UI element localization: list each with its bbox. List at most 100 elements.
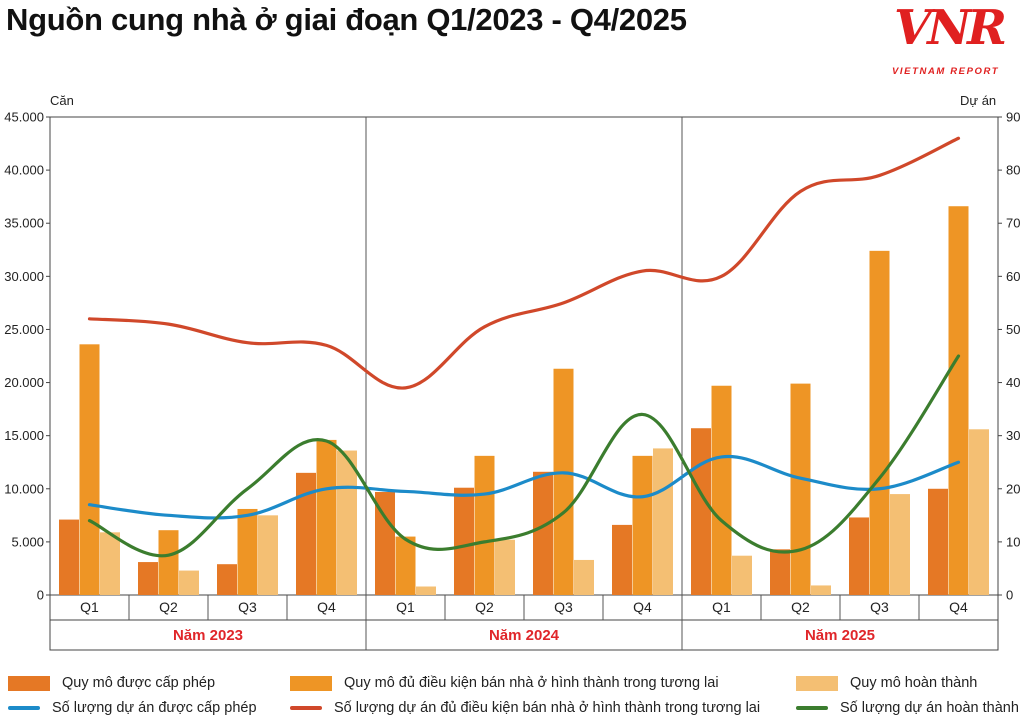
category-label: Q4	[949, 599, 968, 615]
left-tick-label: 30.000	[4, 269, 44, 284]
bar-3	[100, 532, 120, 595]
legend-completed-scale: Quy mô hoàn thành	[796, 675, 977, 691]
right-tick-label: 70	[1006, 216, 1020, 231]
legend-swatch	[290, 675, 332, 691]
category-label: Q4	[317, 599, 336, 615]
bar-2	[948, 206, 969, 595]
legend-eligible-projects: Số lượng dự án đủ điều kiện bán nhà ở hì…	[290, 700, 760, 716]
bar-2	[790, 383, 811, 595]
bar-3	[969, 429, 989, 595]
bar-1	[217, 564, 237, 595]
right-tick-label: 60	[1006, 269, 1020, 284]
bar-2	[869, 250, 890, 595]
bar-3	[495, 539, 515, 595]
bar-1	[138, 562, 158, 595]
category-label: Q2	[791, 599, 810, 615]
bar-3	[179, 570, 199, 595]
year-label: Năm 2023	[173, 627, 243, 644]
right-tick-label: 50	[1006, 322, 1020, 337]
bar-1	[454, 487, 474, 595]
year-label: Năm 2025	[805, 627, 875, 644]
bar-2	[632, 455, 653, 595]
left-tick-label: 10.000	[4, 481, 44, 496]
legend-eligible-scale: Quy mô đủ điều kiện bán nhà ở hình thành…	[290, 675, 719, 691]
bar-3	[653, 448, 673, 595]
bar-2	[553, 368, 574, 595]
legend-swatch	[8, 675, 50, 691]
bar-1	[849, 517, 869, 595]
left-tick-label: 5.000	[11, 534, 44, 549]
right-tick-label: 0	[1006, 588, 1013, 603]
bar-2	[395, 536, 416, 595]
plot-frame	[49, 116, 999, 651]
left-tick-label: 40.000	[4, 163, 44, 178]
bar-2	[711, 385, 732, 595]
right-tick-label: 80	[1006, 163, 1020, 178]
category-label: Q4	[633, 599, 652, 615]
left-tick-label: 35.000	[4, 216, 44, 231]
bar-3	[416, 586, 436, 595]
bar-3	[258, 515, 278, 595]
bar-2	[158, 530, 179, 595]
category-label: Q1	[712, 599, 731, 615]
bar-3	[811, 585, 831, 595]
logo-mark: VNR	[894, 0, 1007, 56]
left-tick-label: 25.000	[4, 322, 44, 337]
bar-1	[928, 488, 948, 595]
line-series-3	[87, 354, 961, 558]
legend-completed-projects: Số lượng dự án hoàn thành	[796, 700, 1019, 716]
right-tick-label: 90	[1006, 110, 1020, 125]
right-tick-label: 10	[1006, 534, 1020, 549]
bar-1	[375, 491, 395, 595]
bar-1	[691, 428, 711, 595]
chart-title: Nguồn cung nhà ở giai đoạn Q1/2023 - Q4/…	[6, 2, 687, 37]
legend-swatch	[290, 706, 322, 710]
bar-3	[337, 450, 357, 595]
year-label: Năm 2024	[489, 627, 560, 644]
category-label: Q1	[396, 599, 415, 615]
category-label: Q3	[238, 599, 257, 615]
category-label: Q3	[554, 599, 573, 615]
bar-1	[296, 472, 316, 595]
legend-label: Quy mô đủ điều kiện bán nhà ở hình thành…	[344, 675, 719, 691]
left-tick-label: 15.000	[4, 428, 44, 443]
bar-2	[79, 344, 100, 595]
legend-label: Số lượng dự án đủ điều kiện bán nhà ở hì…	[334, 700, 761, 716]
category-label: Q1	[80, 599, 99, 615]
legend-label: Quy mô được cấp phép	[62, 675, 216, 691]
vietnam-report-logo: VNR VIETNAM REPORT	[888, 0, 1024, 80]
bar-1	[59, 519, 79, 595]
left-tick-label: 45.000	[4, 110, 44, 125]
right-axis-unit: Dự án	[960, 93, 997, 108]
left-tick-label: 0	[37, 588, 44, 603]
legend-swatch	[796, 675, 838, 691]
category-label: Q2	[475, 599, 494, 615]
legend-swatch	[796, 706, 828, 710]
category-label: Q2	[159, 599, 178, 615]
line-series-1	[87, 454, 961, 520]
right-tick-label: 30	[1006, 428, 1020, 443]
category-label: Q3	[870, 599, 889, 615]
bar-2	[316, 439, 337, 595]
bar-3	[890, 494, 910, 595]
legend-label: Quy mô hoàn thành	[850, 675, 978, 691]
legend-label: Số lượng dự án được cấp phép	[52, 700, 257, 716]
legend-licensed-projects: Số lượng dự án được cấp phép	[8, 700, 257, 716]
bar-2	[237, 508, 258, 595]
bar-3	[574, 559, 594, 595]
left-tick-label: 20.000	[4, 375, 44, 390]
bar-1	[612, 524, 632, 595]
bar-1	[770, 549, 790, 595]
bar-2	[474, 455, 495, 595]
right-tick-label: 20	[1006, 481, 1020, 496]
legend-label: Số lượng dự án hoàn thành	[840, 700, 1019, 716]
legend-licensed-scale: Quy mô được cấp phép	[8, 675, 215, 691]
bar-3	[732, 555, 752, 595]
right-tick-label: 40	[1006, 375, 1020, 390]
bar-1	[533, 471, 553, 595]
left-axis-unit: Căn	[50, 93, 74, 108]
line-series-2	[87, 136, 961, 390]
legend-swatch	[8, 706, 40, 710]
logo-subtitle: VIETNAM REPORT	[892, 66, 1000, 77]
